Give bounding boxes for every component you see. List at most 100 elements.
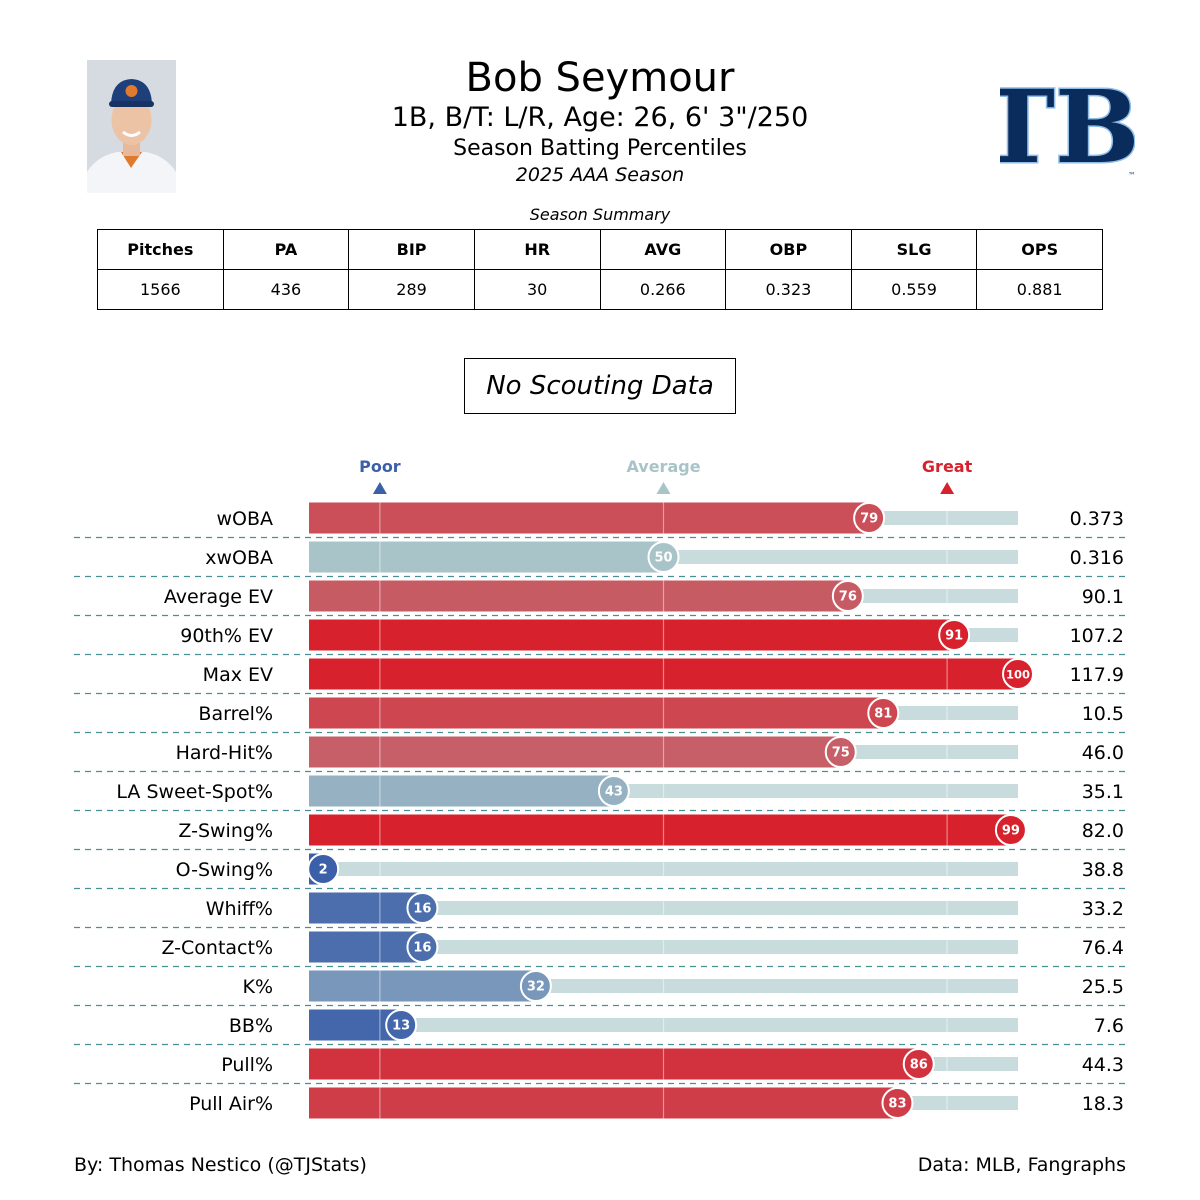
summary-value-cell: 0.266: [599, 269, 727, 310]
percentile-marker: [307, 853, 340, 885]
percentile-bar: [309, 1087, 898, 1119]
percentile-marker: [647, 541, 680, 573]
summary-header-cell: Pitches: [97, 229, 224, 270]
summary-header-cell: SLG: [850, 229, 978, 270]
percentile-value: 76: [839, 590, 857, 605]
percentile-value: 32: [527, 980, 545, 995]
percentile-bar: [309, 541, 664, 573]
percentile-value: 99: [1002, 824, 1020, 839]
percentile-value: 16: [413, 902, 431, 917]
percentile-marker: [867, 697, 900, 729]
stat-label: BB%: [229, 1015, 273, 1037]
percentile-value: 81: [874, 707, 892, 722]
summary-value-cell: 1566: [97, 269, 224, 310]
percentile-bar: [309, 931, 423, 963]
stat-label: Z-Swing%: [178, 820, 273, 842]
summary-value-cell: 0.559: [850, 269, 978, 310]
percentile-bar-chart: Poor Average Great wOBA 0.373 xwOBA 0.316 Avera…: [74, 457, 1126, 1119]
summary-header-cell: AVG: [599, 229, 727, 270]
summary-value-cell: 30: [473, 269, 601, 310]
percentile-value: 43: [605, 785, 623, 800]
summary-value-row: 1566 436 289 30 0.266 0.323 0.559 0.881: [97, 269, 1103, 310]
stat-value: 76.4: [1082, 937, 1124, 959]
percentile-marker: [853, 502, 886, 534]
percentile-marker: [519, 970, 552, 1002]
stat-label: Pull%: [221, 1054, 273, 1076]
percentile-value: 83: [888, 1097, 906, 1112]
percentile-value: 50: [654, 551, 672, 566]
percentile-marker: [1002, 658, 1034, 690]
percentile-marker: [824, 736, 857, 768]
stat-label: Max EV: [203, 664, 273, 686]
percentile-marker: [994, 814, 1027, 846]
percentile-bar: [309, 892, 423, 924]
percentile-value: 86: [910, 1058, 928, 1073]
scouting-data-box: No Scouting Data: [464, 358, 736, 414]
stat-label: 90th% EV: [180, 625, 273, 647]
summary-value-cell: 289: [348, 269, 475, 310]
percentile-bar: [309, 970, 536, 1002]
team-logo: TB ™: [979, 66, 1141, 188]
percentile-marker: [831, 580, 864, 612]
percentile-bar: [309, 775, 614, 807]
author-credit: By: Thomas Nestico (@TJStats): [74, 1154, 367, 1176]
percentile-bar: [309, 814, 1011, 846]
stat-value: 0.373: [1070, 508, 1124, 530]
marker-label-poor: Poor: [359, 457, 401, 476]
season-label: 2025 AAA Season: [515, 164, 685, 186]
stat-label: xwOBA: [205, 547, 273, 569]
percentile-track: [309, 901, 1018, 915]
chart-subtitle: Season Batting Percentiles: [453, 136, 747, 161]
player-name: Bob Seymour: [465, 55, 735, 101]
percentile-track: [309, 1018, 1018, 1032]
percentile-bar: [309, 580, 848, 612]
percentile-track: [309, 940, 1018, 954]
percentile-marker: [406, 931, 439, 963]
stat-value: 44.3: [1082, 1054, 1124, 1076]
player-photo: [87, 60, 176, 193]
team-logo-text: TB: [1000, 68, 1135, 186]
percentile-bar: [309, 619, 955, 651]
marker-arrow-average: [656, 482, 671, 494]
stat-label: Whiff%: [206, 898, 273, 920]
stat-label: Hard-Hit%: [176, 742, 273, 764]
stat-label: Z-Contact%: [161, 937, 273, 959]
summary-header-cell: BIP: [348, 229, 475, 270]
stat-label: LA Sweet-Spot%: [116, 781, 273, 803]
stat-value: 33.2: [1082, 898, 1124, 920]
summary-header-cell: HR: [473, 229, 601, 270]
percentile-value: 100: [1006, 668, 1030, 682]
summary-value-cell: 436: [222, 269, 350, 310]
summary-value-cell: 0.881: [976, 269, 1103, 310]
percentile-marker: [902, 1048, 935, 1080]
data-source: Data: MLB, Fangraphs: [917, 1154, 1126, 1176]
stat-label: Pull Air%: [189, 1093, 273, 1115]
stat-label: O-Swing%: [176, 859, 273, 881]
summary-header-row: Pitches PA BIP HR AVG OBP SLG OPS: [97, 229, 1103, 270]
summary-header-cell: PA: [222, 229, 350, 270]
stat-value: 18.3: [1082, 1093, 1124, 1115]
percentile-marker: [881, 1087, 914, 1119]
percentile-marker: [938, 619, 971, 651]
stat-value: 0.316: [1070, 547, 1124, 569]
stat-value: 46.0: [1082, 742, 1124, 764]
percentile-bar: [309, 736, 841, 768]
marker-label-great: Great: [922, 457, 973, 476]
summary-table: Pitches PA BIP HR AVG OBP SLG OPS 1566 4…: [97, 229, 1103, 310]
stat-value: 7.6: [1094, 1015, 1124, 1037]
percentile-bar: [309, 1048, 919, 1080]
stat-label: Barrel%: [198, 703, 273, 725]
percentile-value: 2: [319, 863, 328, 878]
marker-arrow-great: [940, 482, 955, 494]
stat-label: wOBA: [216, 508, 273, 530]
percentile-track: [309, 862, 1018, 876]
stat-value: 117.9: [1070, 664, 1124, 686]
summary-value-cell: 0.323: [725, 269, 852, 310]
stat-value: 107.2: [1070, 625, 1124, 647]
percentile-marker: [597, 775, 630, 807]
percentile-marker: [406, 892, 439, 924]
marker-label-average: Average: [626, 457, 700, 476]
stat-label: K%: [242, 976, 273, 998]
stat-value: 35.1: [1082, 781, 1124, 803]
stat-value: 10.5: [1082, 703, 1124, 725]
